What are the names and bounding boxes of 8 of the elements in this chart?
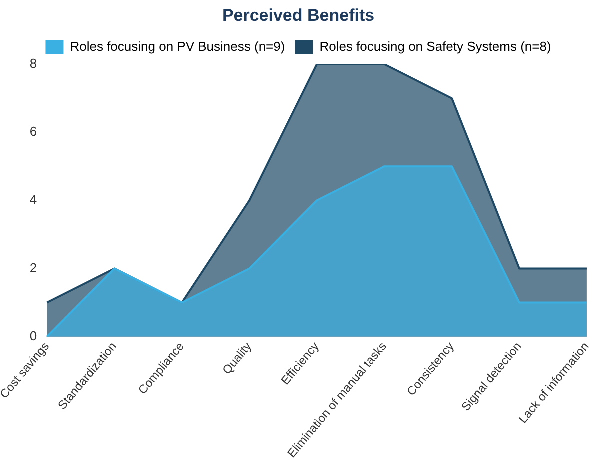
- chart-title: Perceived Benefits: [222, 6, 375, 25]
- y-tick-label: 4: [30, 192, 38, 208]
- y-tick-label: 0: [30, 328, 38, 344]
- y-tick-label: 6: [30, 124, 38, 140]
- y-tick-label: 8: [30, 56, 38, 71]
- legend-label: Roles focusing on PV Business (n=9): [70, 38, 286, 54]
- y-tick-label: 2: [30, 260, 38, 276]
- legend-label: Roles focusing on Safety Systems (n=8): [320, 38, 552, 54]
